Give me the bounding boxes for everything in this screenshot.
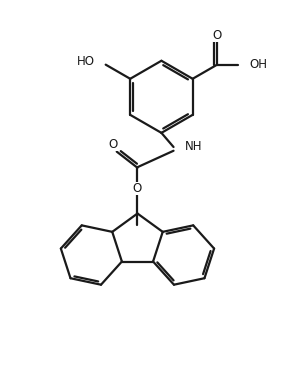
Text: O: O (108, 138, 118, 151)
Text: NH: NH (185, 140, 202, 152)
Text: OH: OH (250, 58, 268, 71)
Text: O: O (133, 182, 142, 195)
Text: HO: HO (77, 55, 95, 68)
Text: O: O (213, 29, 222, 42)
